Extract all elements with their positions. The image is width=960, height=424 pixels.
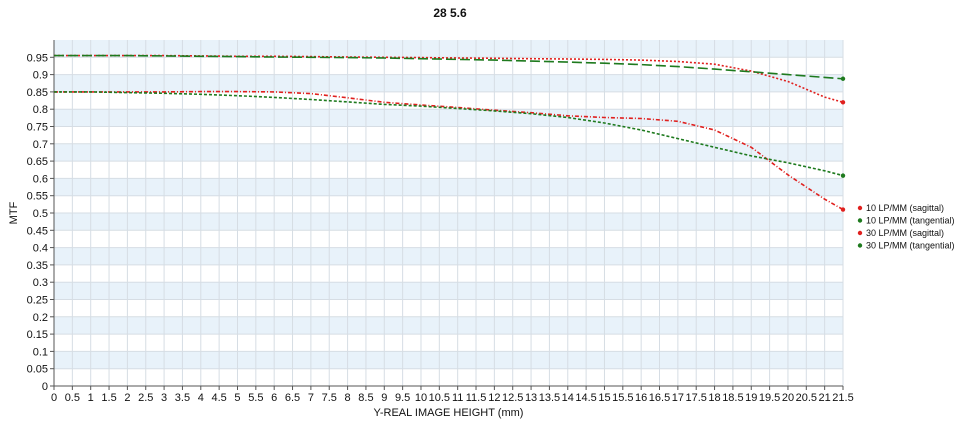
x-tick-label: 12.5 xyxy=(502,392,523,404)
x-axis-label: Y-REAL IMAGE HEIGHT (mm) xyxy=(374,407,524,419)
x-tick-label: 2 xyxy=(124,392,130,404)
legend-marker xyxy=(857,230,863,236)
legend-label: 10 LP/MM (sagittal) xyxy=(866,203,944,213)
x-tick-label: 18.5 xyxy=(722,392,743,404)
x-tick-label: 8 xyxy=(345,392,351,404)
series-line-3 xyxy=(54,90,844,211)
x-tick-label: 19 xyxy=(745,392,757,404)
grid-band xyxy=(54,316,843,335)
x-tick-label: 16.5 xyxy=(649,392,670,404)
x-tick-label: 13 xyxy=(525,392,537,404)
y-tick-label: 0.05 xyxy=(27,364,48,376)
x-tick-label: 20.5 xyxy=(796,392,817,404)
x-tick-label: 15.5 xyxy=(612,392,633,404)
grid-band xyxy=(54,247,843,265)
chart-title: 28 5.6 xyxy=(433,6,467,20)
series-line-1 xyxy=(54,54,844,104)
x-tick-label: 16 xyxy=(635,392,647,404)
x-tick-label: 13.5 xyxy=(539,392,560,404)
x-tick-label: 3.5 xyxy=(175,392,190,404)
legend-label: 30 LP/MM (tangential) xyxy=(866,241,955,251)
grid-band xyxy=(54,74,843,92)
y-tick-label: 0.75 xyxy=(27,122,48,134)
y-axis-label: MTF xyxy=(8,201,20,224)
x-tick-label: 11.5 xyxy=(466,392,487,404)
grid-band xyxy=(54,282,843,300)
y-tick-label: 0.35 xyxy=(27,260,48,272)
grid-band xyxy=(54,143,843,162)
legend-marker xyxy=(857,243,863,248)
series-line-2 xyxy=(54,54,844,80)
x-tick-label: 1.5 xyxy=(101,392,116,404)
x-tick-label: 0 xyxy=(51,392,57,404)
y-tick-label: 0.4 xyxy=(33,243,48,255)
x-tick-label: 20 xyxy=(782,392,794,404)
x-tick-label: 5 xyxy=(234,392,240,404)
y-tick-label: 0.8 xyxy=(33,104,48,116)
y-tick-label: 0.2 xyxy=(33,312,48,324)
x-tick-label: 7.5 xyxy=(322,392,337,404)
y-tick-label: 0.7 xyxy=(33,139,48,151)
x-tick-label: 12 xyxy=(488,392,500,404)
series-end-point xyxy=(840,100,846,105)
x-tick-label: 9.5 xyxy=(395,392,410,404)
legend-marker xyxy=(857,205,863,211)
x-tick-label: 6 xyxy=(271,392,277,404)
series-end-point xyxy=(840,173,846,178)
y-tick-label: 0.55 xyxy=(27,191,48,203)
grid-band xyxy=(54,40,843,58)
x-tick-label: 3 xyxy=(161,392,167,404)
legend-label: 10 LP/MM (tangential) xyxy=(866,216,955,226)
y-tick-label: 0.6 xyxy=(33,173,48,185)
y-tick-label: 0.15 xyxy=(27,329,48,341)
y-tick-label: 0 xyxy=(42,381,48,393)
x-tick-label: 11 xyxy=(452,392,463,404)
x-tick-label: 6.5 xyxy=(285,392,300,404)
legend-marker xyxy=(857,218,863,223)
y-tick-label: 0.65 xyxy=(27,156,48,168)
x-tick-label: 9 xyxy=(381,392,387,404)
series-end-point xyxy=(840,207,846,212)
y-tick-label: 0.1 xyxy=(33,346,48,358)
x-tick-label: 4.5 xyxy=(211,392,226,404)
y-tick-label: 0.9 xyxy=(33,70,48,82)
x-tick-label: 17 xyxy=(672,392,684,404)
grid-band xyxy=(54,351,843,369)
x-tick-label: 10 xyxy=(415,392,427,404)
y-tick-label: 0.45 xyxy=(27,225,48,237)
x-tick-label: 15 xyxy=(598,392,610,404)
x-tick-label: 7 xyxy=(308,392,314,404)
y-tick-label: 0.5 xyxy=(33,208,48,220)
x-tick-label: 0.5 xyxy=(65,392,80,404)
grid-band xyxy=(54,109,843,127)
grid-band xyxy=(54,213,843,231)
x-tick-label: 2.5 xyxy=(138,392,153,404)
x-tick-label: 14 xyxy=(562,392,574,404)
y-tick-label: 0.25 xyxy=(27,295,48,307)
x-tick-label: 4 xyxy=(198,392,204,404)
x-tick-label: 8.5 xyxy=(358,392,373,404)
x-tick-label: 21.5 xyxy=(832,392,853,404)
y-tick-label: 0.3 xyxy=(33,277,48,289)
x-tick-label: 5.5 xyxy=(248,392,263,404)
x-tick-label: 10.5 xyxy=(429,392,450,404)
x-tick-label: 1 xyxy=(88,392,94,404)
x-tick-label: 21 xyxy=(819,392,831,404)
grid-band xyxy=(54,178,843,196)
y-tick-label: 0.85 xyxy=(27,87,48,99)
x-tick-label: 14.5 xyxy=(575,392,596,404)
x-tick-label: 19.5 xyxy=(759,392,780,404)
x-tick-label: 18 xyxy=(708,392,720,404)
y-tick-label: 0.95 xyxy=(27,52,48,64)
legend-label: 30 LP/MM (sagittal) xyxy=(866,228,944,238)
series-end-point xyxy=(840,76,846,81)
x-tick-label: 17.5 xyxy=(685,392,706,404)
series-line-4 xyxy=(54,91,844,177)
